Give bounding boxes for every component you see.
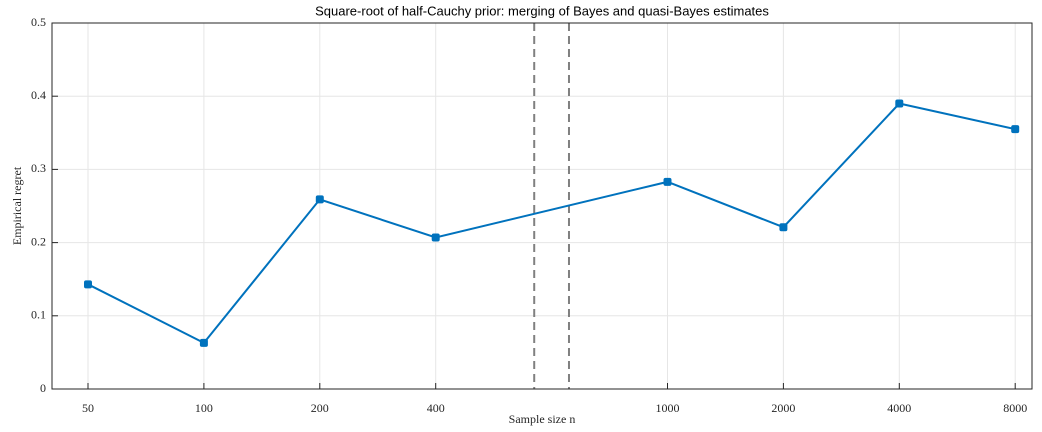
marker	[431, 233, 440, 242]
x-tick-label: 2000	[771, 401, 795, 415]
marker	[895, 99, 904, 108]
y-tick-label: 0.4	[31, 88, 46, 102]
x-tick-label: 8000	[1003, 401, 1027, 415]
x-tick-label: 200	[311, 401, 329, 415]
y-tick-label: 0.2	[31, 234, 46, 248]
line	[87, 102, 1016, 345]
y-axis-label: Empirical regret	[10, 166, 24, 245]
marker	[1011, 125, 1020, 134]
marker	[315, 195, 324, 204]
x-tick-label: 1000	[656, 401, 680, 415]
y-tick-label: 0.5	[31, 15, 46, 29]
marker	[199, 338, 208, 347]
y-tick-label: 0	[40, 381, 46, 395]
x-tick-label: 50	[82, 401, 94, 415]
y-tick-label: 0.3	[31, 161, 46, 175]
x-axis-label: Sample size n	[509, 412, 576, 426]
x-tick-label: 4000	[887, 401, 911, 415]
x-tick-label: 400	[427, 401, 445, 415]
chart-title: Square-root of half-Cauchy prior: mergin…	[315, 3, 769, 18]
y-tick-label: 0.1	[31, 308, 46, 322]
marker	[779, 223, 788, 232]
plot-area	[51, 22, 1033, 390]
marker	[663, 177, 672, 186]
marker	[84, 280, 92, 289]
x-tick-label: 100	[195, 401, 213, 415]
